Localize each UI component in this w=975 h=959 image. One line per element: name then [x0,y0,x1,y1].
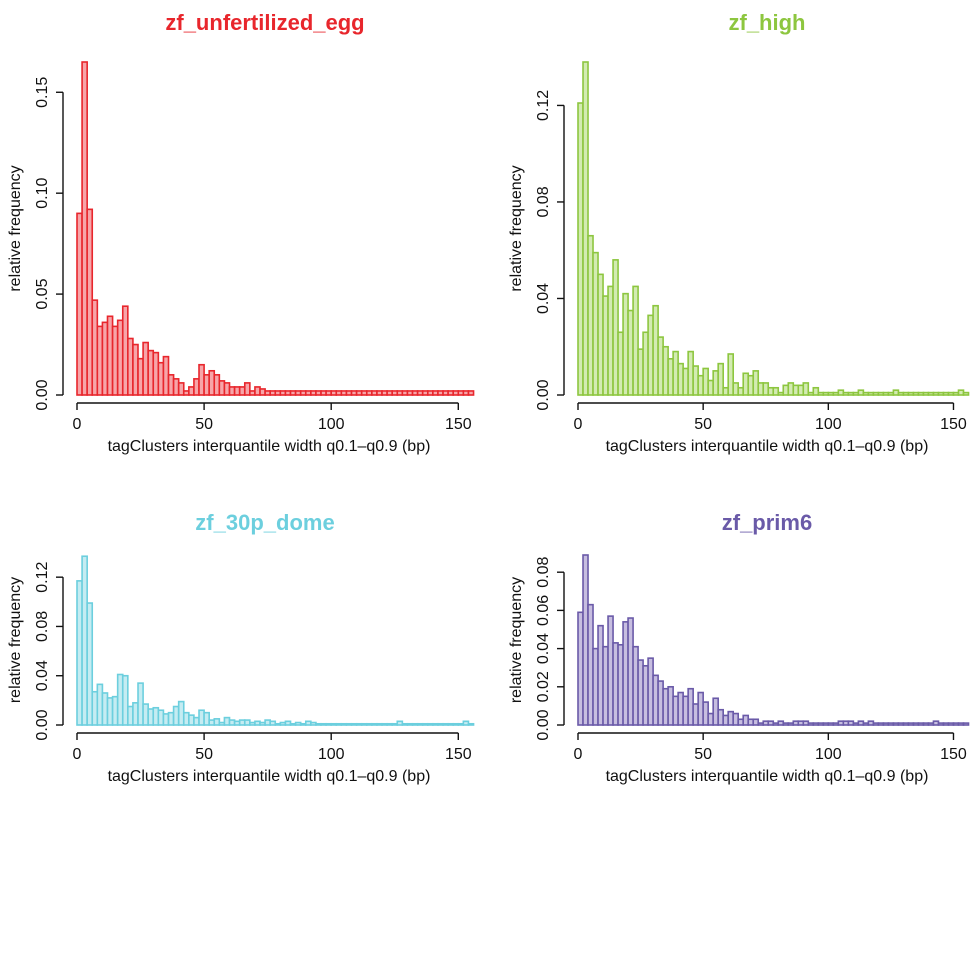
y-tick-label: 0.12 [535,90,552,121]
histogram-bar [121,674,129,726]
histogram-bar [802,382,810,396]
x-tick-label: 100 [318,746,345,763]
histogram-bar [727,353,735,396]
x-tick-label: 0 [73,746,82,763]
x-tick-label: 50 [694,416,712,433]
x-ticks: 0 50 100 150 [574,403,967,433]
y-ticks: 0.00 0.02 0.04 0.06 0.08 [535,557,564,741]
histogram-bar [812,386,820,396]
x-tick-label: 50 [195,746,213,763]
x-axis-label: tagClusters interquantile width q0.1–q0.… [108,438,431,455]
histogram-bar [962,722,970,726]
y-ticks: 0.00 0.05 0.10 0.15 [34,77,63,411]
x-ticks: 0 50 100 150 [574,733,967,763]
x-tick-label: 0 [574,416,583,433]
x-ticks: 0 50 100 150 [73,733,472,763]
y-tick-label: 0.02 [535,671,552,702]
x-axis-label: tagClusters interquantile width q0.1–q0.… [606,438,929,455]
histogram-bar [243,382,251,396]
x-ticks: 0 50 100 150 [73,403,472,433]
y-axis-label: relative frequency [7,577,24,703]
y-tick-label: 0.00 [535,709,552,740]
y-tick-label: 0.15 [34,77,51,108]
histogram-bar [717,362,724,396]
x-tick-label: 0 [574,746,583,763]
x-tick-label: 100 [815,746,842,763]
x-tick-label: 0 [73,416,82,433]
y-tick-label: 0.10 [34,178,51,209]
y-tick-label: 0.00 [34,709,51,740]
histogram-bar [467,722,475,726]
histogram-bar [177,382,185,396]
y-tick-label: 0.04 [535,633,552,664]
bar-group [76,61,475,396]
histogram-bar [752,718,760,726]
y-tick-label: 0.12 [34,562,51,593]
panel-zf-high: zf_high 0.00 0.04 0.08 0.12 0 50 100 150 relat… [508,10,970,455]
y-tick-label: 0.00 [535,379,552,410]
y-ticks: 0.00 0.04 0.08 0.12 [34,562,63,741]
x-tick-label: 50 [694,746,712,763]
y-tick-label: 0.08 [535,186,552,217]
panel-title: zf_high [729,10,806,35]
x-axis-label: tagClusters interquantile width q0.1–q0.… [108,768,431,785]
x-tick-label: 100 [318,416,345,433]
histogram-bar [632,285,639,396]
y-tick-label: 0.08 [535,557,552,588]
x-tick-label: 150 [445,416,472,433]
bar-group [76,555,475,726]
panel-title: zf_prim6 [722,510,812,535]
histogram-bar [772,386,780,396]
panel-title: zf_30p_dome [195,510,334,535]
y-axis-label: relative frequency [508,577,525,703]
y-tick-label: 0.00 [34,379,51,410]
x-tick-label: 50 [195,416,213,433]
y-tick-label: 0.05 [34,278,51,309]
histogram-bar [582,61,589,396]
histogram-bar [203,711,210,726]
y-tick-label: 0.04 [34,660,51,691]
bar-group [577,61,970,396]
histogram-bar [467,390,475,396]
x-tick-label: 100 [815,416,842,433]
y-ticks: 0.00 0.04 0.08 0.12 [535,90,564,411]
histogram-bar [962,391,970,396]
y-tick-label: 0.08 [34,611,51,642]
bar-group [577,554,970,726]
x-tick-label: 150 [940,746,967,763]
panel-zf-unfertilized-egg: zf_unfertilized_egg 0.00 0.05 0.10 0.15 0 50… [7,10,475,455]
y-axis-label: relative frequency [7,165,24,291]
panel-title: zf_unfertilized_egg [165,10,364,35]
histogram-bar [612,259,619,396]
y-tick-label: 0.06 [535,595,552,626]
x-tick-label: 150 [445,746,472,763]
x-axis-label: tagClusters interquantile width q0.1–q0.… [606,768,929,785]
y-tick-label: 0.04 [535,283,552,314]
panel-zf-30p-dome: zf_30p_dome 0.00 0.04 0.08 0.12 0 50 100 150 r… [7,510,475,785]
y-axis-label: relative frequency [508,165,525,291]
histogram-bar [86,602,94,726]
x-tick-label: 150 [940,416,967,433]
panel-zf-prim6: zf_prim6 0.000.020.040.060.08 0 50 100 150 … [508,510,970,785]
